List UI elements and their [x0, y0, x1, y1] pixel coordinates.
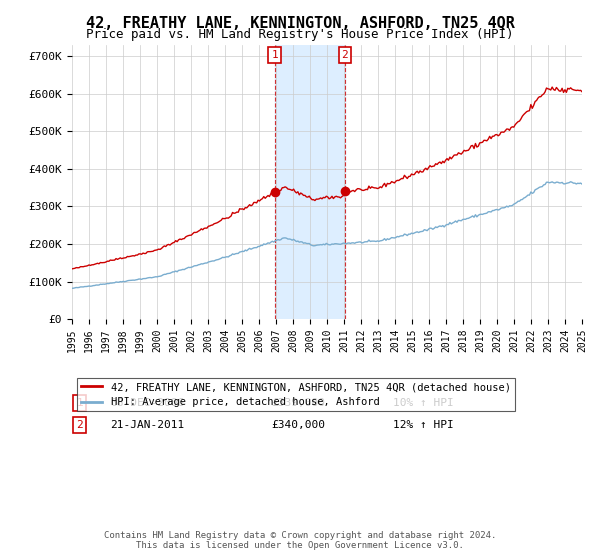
- Text: 42, FREATHY LANE, KENNINGTON, ASHFORD, TN25 4QR: 42, FREATHY LANE, KENNINGTON, ASHFORD, T…: [86, 16, 514, 31]
- Text: 1: 1: [271, 50, 278, 60]
- Text: 10% ↑ HPI: 10% ↑ HPI: [394, 398, 454, 408]
- Text: Contains HM Land Registry data © Crown copyright and database right 2024.
This d: Contains HM Land Registry data © Crown c…: [104, 530, 496, 550]
- Text: 21-JAN-2011: 21-JAN-2011: [110, 420, 185, 430]
- Legend: 42, FREATHY LANE, KENNINGTON, ASHFORD, TN25 4QR (detached house), HPI: Average p: 42, FREATHY LANE, KENNINGTON, ASHFORD, T…: [77, 378, 515, 412]
- Text: 08-DEC-2006: 08-DEC-2006: [110, 398, 185, 408]
- Text: 2: 2: [76, 420, 83, 430]
- Text: 2: 2: [341, 50, 348, 60]
- Text: Price paid vs. HM Land Registry's House Price Index (HPI): Price paid vs. HM Land Registry's House …: [86, 28, 514, 41]
- Text: 12% ↑ HPI: 12% ↑ HPI: [394, 420, 454, 430]
- Text: 1: 1: [76, 398, 83, 408]
- Text: £340,000: £340,000: [271, 420, 325, 430]
- Bar: [275, 45, 345, 319]
- Text: £339,000: £339,000: [271, 398, 325, 408]
